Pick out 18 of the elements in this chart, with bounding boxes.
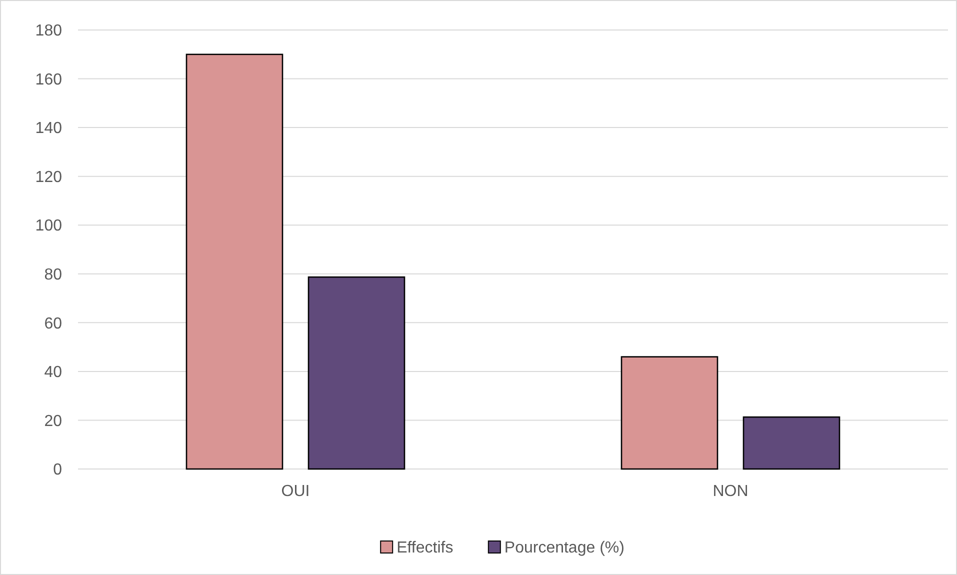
legend-label: Effectifs — [396, 540, 454, 557]
y-tick-label: 80 — [44, 266, 62, 284]
bar — [186, 54, 284, 470]
x-tick-label: OUI — [281, 483, 310, 500]
y-tick-label: 40 — [44, 364, 62, 382]
y-tick-label: 160 — [35, 71, 62, 88]
y-tick-label: 140 — [35, 120, 62, 138]
y-tick-label: 100 — [35, 218, 62, 235]
y-tick-label: 20 — [44, 412, 62, 430]
y-tick-label: 60 — [44, 315, 62, 332]
bar — [742, 416, 840, 470]
legend-label: Pourcentage (%) — [504, 540, 624, 557]
y-tick-label: 0 — [53, 462, 62, 479]
y-tick-label: 120 — [35, 168, 62, 186]
y-tick-label: 180 — [35, 22, 62, 40]
x-tick-label: NON — [712, 483, 748, 500]
bar — [620, 356, 718, 470]
bar — [308, 276, 406, 470]
